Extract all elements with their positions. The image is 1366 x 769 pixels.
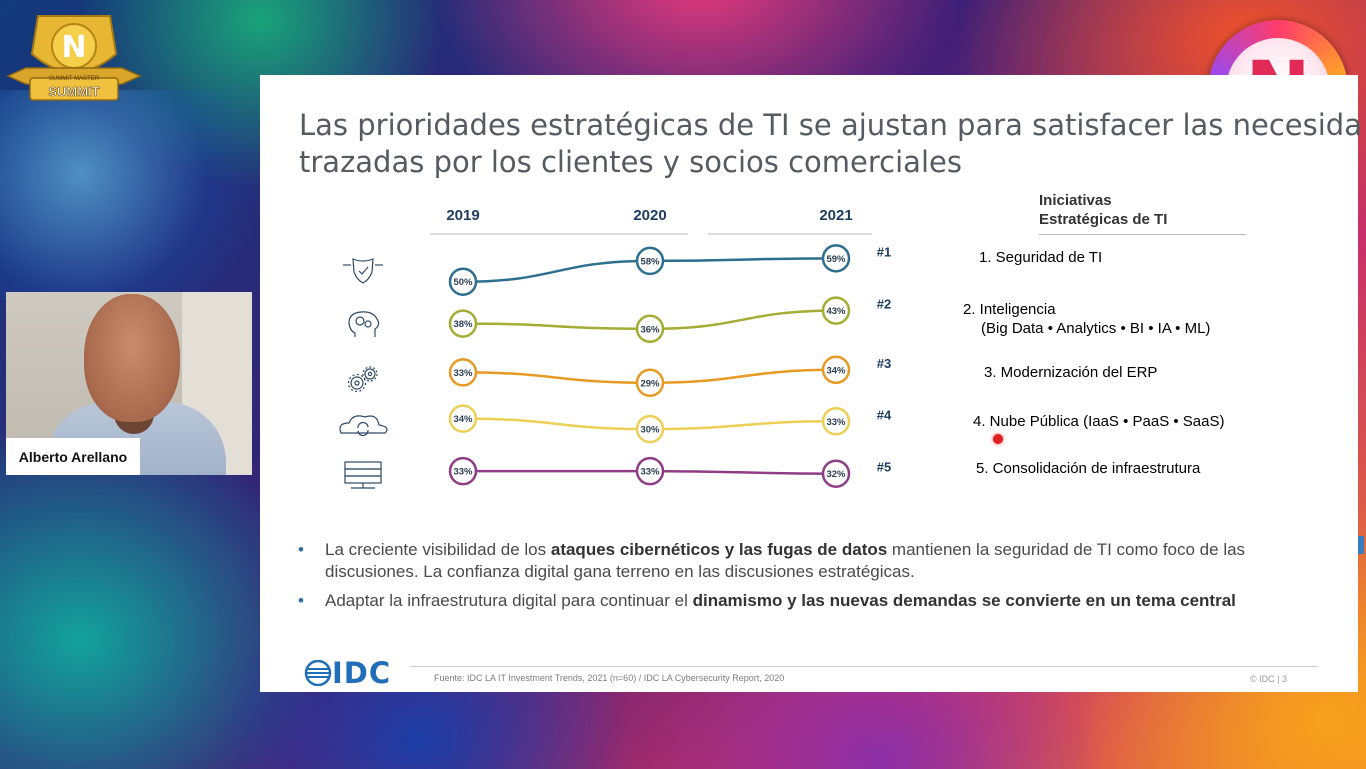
presentation-slide: Las prioridades estratégicas de TI se aj… <box>260 75 1362 692</box>
data-label: 36% <box>640 324 660 335</box>
x-axis-labels: 2019 2020 2021 <box>446 207 852 224</box>
initiatives-divider <box>1039 234 1246 235</box>
footer-page-number: © IDC | 3 <box>1250 674 1287 684</box>
data-label: 33% <box>453 368 473 379</box>
data-label: 33% <box>453 467 473 478</box>
initiative-2: 2. Inteligencia (Big Data • Analytics • … <box>963 300 1210 338</box>
initiative-5-label: 5. Consolidación de infraestrutura <box>976 460 1201 477</box>
data-label: 29% <box>640 378 660 389</box>
data-label: 34% <box>453 414 473 425</box>
bullet-text: Adaptar la infraestrutura digital para c… <box>325 591 693 610</box>
edge-marker <box>1358 536 1364 554</box>
data-label: 30% <box>640 425 660 436</box>
initiative-2-label: 2. Inteligencia <box>963 301 1056 318</box>
gears-icon <box>347 366 378 393</box>
initiatives-header: Iniciativas Estratégicas de TI <box>1039 191 1167 229</box>
data-label: 43% <box>826 306 846 317</box>
data-point <box>821 355 851 385</box>
bullet-bold-text: dinamismo y las nuevas demandas se convi… <box>692 591 1236 610</box>
data-point <box>821 244 851 273</box>
data-label: 58% <box>640 256 660 267</box>
footer-divider <box>410 666 1318 667</box>
initiative-1: 1. Seguridad de TI <box>979 248 1102 267</box>
data-point <box>635 414 665 444</box>
cloud-sync-icon <box>339 415 388 437</box>
bullet-bold-text: ataques cibernéticos y las fugas de dato… <box>550 540 888 559</box>
series-lines: 50% 58% 59% 38% 36% 43% 33% 29% 34% 34% 30% 33% 33% 3… <box>448 244 851 488</box>
series-icons <box>339 258 388 489</box>
speaker-name: Alberto Arellano <box>6 438 140 475</box>
bullet-list: La creciente visibilidad de los ataques … <box>298 539 1308 619</box>
server-icon <box>344 461 382 489</box>
footer-source: Fuente: IDC LA IT Investment Trends, 202… <box>434 673 785 683</box>
data-label: 59% <box>826 254 846 265</box>
rank-labels: #1 #2 #3 #4 #5 <box>877 244 892 474</box>
brain-gears-icon <box>348 311 380 337</box>
summit-logo: N SUMMIT MASTER SUMMIT <box>6 15 142 101</box>
data-point <box>821 459 851 488</box>
rank-label-1: #1 <box>877 244 891 259</box>
data-label: 38% <box>453 319 473 330</box>
initiatives-header-line1: Iniciativas <box>1039 192 1112 209</box>
summit-logo-text: SUMMIT <box>48 84 99 99</box>
bullet-text: mantienen la seguridad de TI como foco d… <box>325 540 1246 581</box>
network-graphic <box>0 90 270 300</box>
slide-title-line2: trazadas por los clientes y socios comer… <box>299 145 962 179</box>
initiative-4: 4. Nube Pública (IaaS • PaaS • SaaS) <box>973 412 1224 431</box>
priorities-line-chart: 50% 58% 59% 38% 36% 43% 33% 29% 34% 34% 30% 33% 33% 3… <box>339 207 892 489</box>
rank-label-5: #5 <box>877 460 891 475</box>
bullet-item: Adaptar la infraestrutura digital para c… <box>298 590 1308 612</box>
data-label: 33% <box>640 467 660 478</box>
data-point <box>821 407 851 436</box>
idc-logo-text: IDC <box>332 656 392 690</box>
pointer-cursor <box>993 434 1003 444</box>
data-label: 33% <box>826 417 846 428</box>
data-label: 34% <box>826 365 846 376</box>
data-point <box>635 246 665 276</box>
initiative-1-label: 1. Seguridad de TI <box>979 249 1103 266</box>
data-point <box>821 296 851 325</box>
initiative-3: 3. Modernización del ERP <box>984 363 1157 382</box>
data-point <box>448 309 478 338</box>
data-point <box>448 267 478 296</box>
data-point <box>448 358 478 387</box>
data-point <box>635 314 665 344</box>
initiative-3-label: 3. Modernización del ERP <box>984 364 1158 381</box>
data-point <box>635 456 665 486</box>
bullet-item: La creciente visibilidad de los ataques … <box>298 539 1308 583</box>
slide-title: Las prioridades estratégicas de TI se aj… <box>299 107 1362 181</box>
idc-logo: IDC <box>304 656 391 690</box>
data-label: 50% <box>453 277 473 288</box>
data-point <box>448 456 478 486</box>
year-label-2019: 2019 <box>446 207 479 224</box>
initiative-2-sublabel: (Big Data • Analytics • BI • IA • ML) <box>981 320 1211 337</box>
initiative-5: 5. Consolidación de infraestrutura <box>976 459 1200 478</box>
data-point <box>635 368 665 398</box>
initiatives-header-line2: Estratégicas de TI <box>1039 211 1168 228</box>
data-point <box>448 404 478 433</box>
initiative-4-label: 4. Nube Pública (IaaS • PaaS • SaaS) <box>973 413 1225 430</box>
summit-logo-subtext: SUMMIT MASTER <box>49 76 100 82</box>
shield-icon <box>343 258 383 284</box>
year-label-2021: 2021 <box>819 207 852 224</box>
rank-label-2: #2 <box>877 297 891 312</box>
svg-text:N: N <box>61 30 86 65</box>
bullet-text: La creciente visibilidad de los <box>325 540 551 559</box>
idc-globe-icon <box>304 660 332 686</box>
rank-label-4: #4 <box>877 407 892 422</box>
data-label: 32% <box>826 469 846 480</box>
year-label-2020: 2020 <box>633 207 666 224</box>
slide-title-line1: Las prioridades estratégicas de TI se aj… <box>299 108 1362 142</box>
rank-label-3: #3 <box>877 356 891 371</box>
